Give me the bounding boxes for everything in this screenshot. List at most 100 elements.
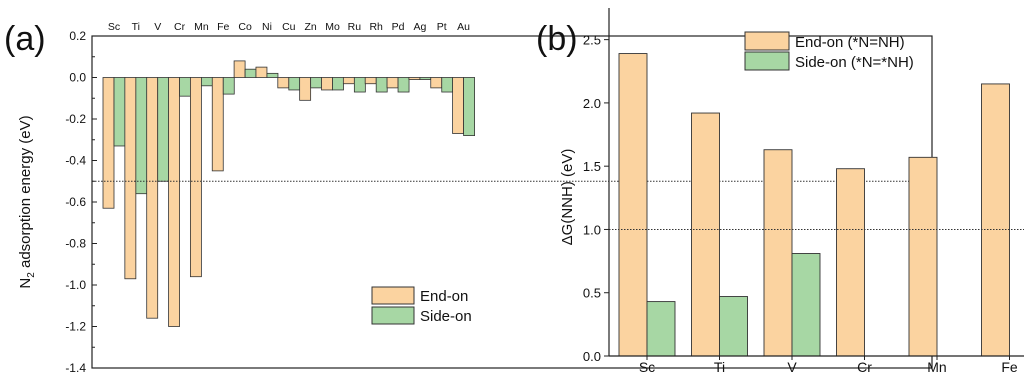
- bar-end-on-rh: [364, 77, 377, 85]
- panel-a-y-tick-label: -1.0: [65, 278, 86, 292]
- panel-a-category-label: Au: [457, 21, 470, 33]
- bar-side-on-ag: [419, 77, 432, 80]
- bar-end-on-pd: [386, 77, 399, 89]
- bar-end-on-nnh-mn: [908, 156, 938, 357]
- bar-end-on-mo: [321, 77, 333, 91]
- panel-a-category-label: Cu: [282, 21, 296, 33]
- panel-a-category-label: Fe: [217, 21, 229, 33]
- panel-b-category-label: Fe: [1001, 359, 1018, 375]
- bar-end-on-pt: [430, 77, 443, 89]
- bar-side-on-ru: [353, 77, 366, 93]
- panel-a-y-tick-label: 0.0: [69, 71, 86, 85]
- panel-a-y-tick-label: -0.6: [65, 195, 86, 209]
- bar-side-on-mo: [332, 77, 344, 91]
- legend-label-side-on: Side-on: [420, 308, 472, 325]
- panel-a-y-tick-label: -0.8: [65, 237, 86, 251]
- bar-side-on-ti: [135, 77, 148, 195]
- panel-a-y-axis-label: N2 adsorption energy (eV): [17, 115, 37, 288]
- panel-a-category-label: V: [154, 21, 161, 33]
- panel-b-y-ticks: 0.0 0.5 1.0 1.5 2.0 2.5: [583, 33, 609, 364]
- bar-side-on-cr: [179, 77, 191, 97]
- panel-a-category-label: Ti: [132, 21, 140, 33]
- bar-end-on-ni: [255, 66, 268, 78]
- panel-b-category-label: V: [787, 359, 797, 375]
- panel-b-y-tick-label: 0.0: [583, 349, 601, 364]
- legend-swatch-side-on-nnh: [744, 51, 790, 71]
- panel-b-category-label: Sc: [639, 359, 655, 375]
- bar-end-on-ti: [124, 77, 137, 280]
- bar-end-on-ag: [408, 77, 421, 80]
- bar-end-on-cr: [168, 77, 180, 327]
- panel-a-category-label: Mo: [325, 21, 340, 33]
- bar-end-on-fe: [211, 77, 224, 172]
- bar-side-on-zn: [310, 77, 323, 89]
- panel-b-y-tick-label: 2.5: [583, 33, 601, 48]
- bar-end-on-zn: [299, 77, 312, 101]
- legend-swatch-side-on: [371, 306, 415, 325]
- panel-b-bars: [618, 53, 1010, 357]
- bar-end-on-cu: [277, 77, 290, 89]
- panel-a: (a) -1.4 -1.2 -1.0 -0.8 -0.6 -0.4 -0.2 0.0 0.2 S…: [4, 20, 933, 375]
- legend-label-end-on-nnh: End-on (*N=NH): [795, 34, 905, 51]
- panel-a-y-tick-label: -0.2: [65, 112, 86, 126]
- panel-a-category-label: Mn: [194, 21, 209, 33]
- panel-a-category-label: Ni: [262, 21, 272, 33]
- bar-end-on-nnh-fe: [981, 83, 1010, 357]
- panel-b-category-labels: Sc Ti V Cr Mn Fe: [639, 356, 1018, 375]
- bar-end-on-nnh-ti: [691, 112, 720, 357]
- bar-side-on-v: [157, 77, 170, 182]
- bar-end-on-au: [452, 77, 465, 134]
- bar-side-on-nnh-ti: [719, 296, 748, 357]
- panel-b-legend: End-on (*N=NH) Side-on (*N=*NH): [744, 31, 914, 71]
- panel-a-category-label: Zn: [305, 21, 317, 33]
- panel-b: (b) 0.0 0.5 1.0 1.5 2.0 2.5 Sc Ti V Cr Mn Fe ΔG(NN…: [536, 8, 1024, 375]
- legend-label-side-on-nnh: Side-on (*N=*NH): [795, 54, 914, 71]
- panel-a-category-labels: Sc Ti V Cr Mn Fe Co Ni Cu Zn Mo Ru Rh Pd Ag Pt Au: [108, 21, 470, 33]
- panel-a-category-label: Ru: [348, 21, 362, 33]
- panel-a-y-tick-label: -1.2: [65, 320, 86, 334]
- panel-a-category-label: Sc: [108, 21, 120, 33]
- panel-a-category-label: Rh: [369, 21, 383, 33]
- bar-side-on-pt: [441, 77, 454, 93]
- panel-a-y-tick-label: -1.4: [65, 361, 86, 375]
- bar-end-on-nnh-sc: [618, 53, 648, 357]
- bar-side-on-nnh-sc: [646, 301, 676, 357]
- panel-a-y-tick-label: 0.2: [69, 29, 86, 43]
- panel-b-y-tick-label: 0.5: [583, 286, 601, 301]
- legend-swatch-end-on-nnh: [744, 31, 790, 51]
- panel-a-category-label: Ag: [413, 21, 426, 33]
- legend-swatch-end-on: [371, 286, 415, 305]
- panel-b-y-tick-label: 2.0: [583, 96, 601, 111]
- bar-end-on-nnh-v: [763, 149, 793, 357]
- bar-side-on-ni: [266, 72, 279, 78]
- bar-end-on-sc: [102, 77, 115, 209]
- panel-b-label: (b): [536, 20, 578, 58]
- bar-side-on-rh: [375, 77, 388, 93]
- panel-b-y-tick-label: 1.0: [583, 222, 601, 237]
- panel-b-y-axis-label: ΔG(NNH) (eV): [559, 149, 576, 246]
- bar-side-on-au: [463, 77, 476, 136]
- bar-side-on-fe: [222, 77, 235, 95]
- panel-b-category-label: Mn: [927, 359, 946, 375]
- panel-a-y-ticks: -1.4 -1.2 -1.0 -0.8 -0.6 -0.4 -0.2 0.0 0.2: [65, 29, 97, 375]
- legend-label-end-on: End-on: [420, 288, 468, 305]
- panel-a-bars: [102, 60, 476, 327]
- panel-a-label: (a): [4, 20, 46, 58]
- panel-b-y-tick-label: 1.5: [583, 159, 601, 174]
- bar-side-on-cu: [288, 77, 301, 91]
- panel-b-category-label: Cr: [857, 359, 872, 375]
- bar-end-on-nnh-cr: [836, 168, 865, 357]
- panel-a-category-label: Co: [238, 21, 252, 33]
- bar-side-on-co: [244, 68, 257, 78]
- bar-side-on-mn: [200, 77, 213, 87]
- bar-end-on-v: [146, 77, 159, 319]
- panel-a-legend: End-on Side-on: [371, 286, 472, 325]
- panel-a-category-label: Cr: [174, 21, 186, 33]
- panel-a-y-tick-label: -0.4: [65, 154, 86, 168]
- bar-end-on-ru: [342, 77, 355, 85]
- panel-a-category-label: Pd: [392, 21, 405, 33]
- bar-side-on-nnh-v: [791, 253, 821, 357]
- panel-b-category-label: Ti: [714, 359, 725, 375]
- bar-end-on-mn: [189, 77, 202, 278]
